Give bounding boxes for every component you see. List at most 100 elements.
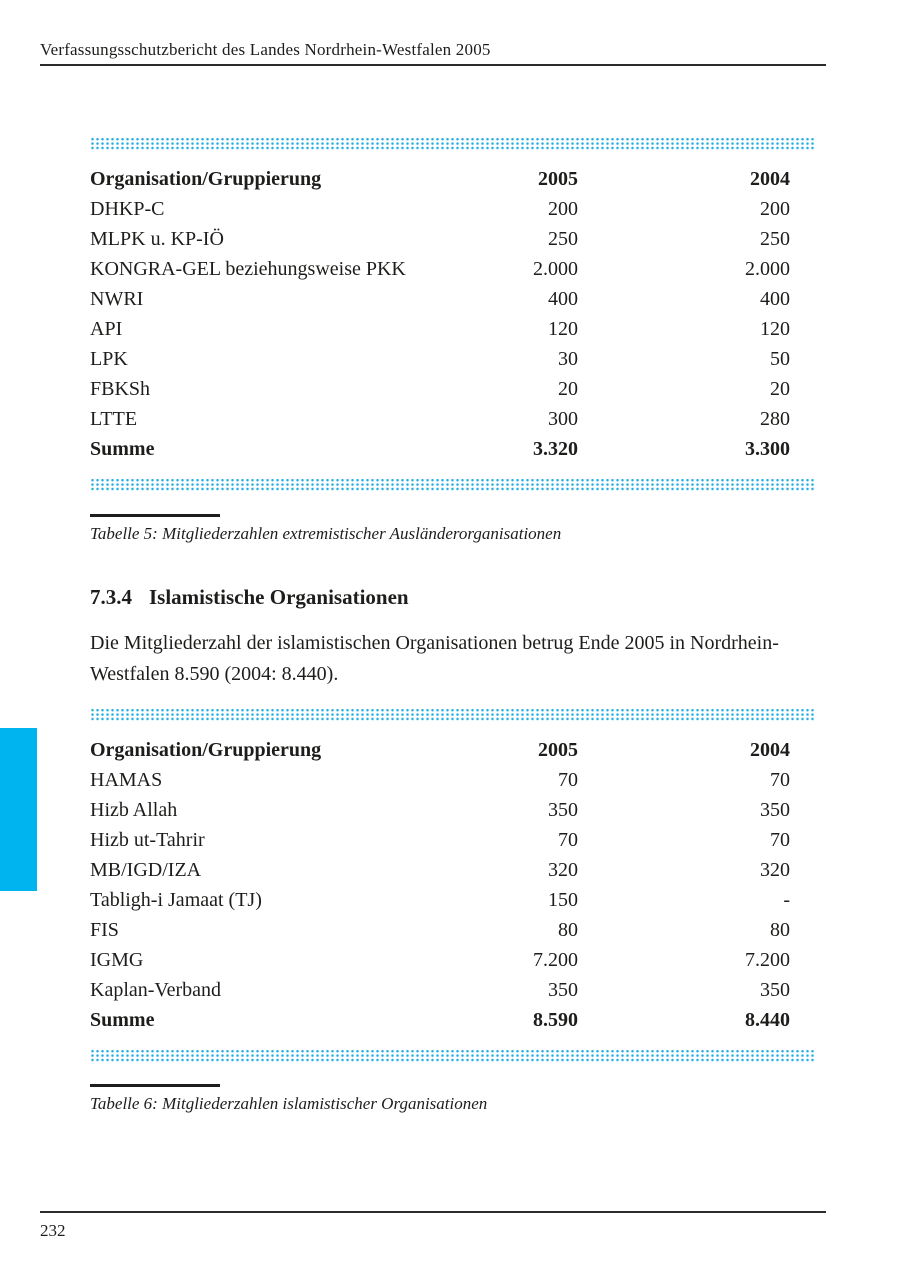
value-cell: 2.000	[533, 257, 578, 280]
column-header-organisation: Organisation/Gruppierung	[90, 738, 322, 761]
total-2004: 8.440	[745, 1008, 790, 1031]
value-cell: 70	[770, 768, 790, 791]
value-cell: 280	[760, 407, 790, 430]
value-cell: 200	[548, 197, 578, 220]
organisation-cell: FBKSh	[90, 377, 151, 400]
value-cell: 20	[558, 377, 578, 400]
value-cell: 50	[770, 347, 790, 370]
table-row: MLPK u. KP-IÖ 250 250	[90, 224, 815, 254]
organisation-cell: Hizb ut-Tahrir	[90, 828, 205, 851]
organisation-cell: DHKP-C	[90, 197, 165, 220]
total-2005: 3.320	[533, 437, 578, 460]
column-header-2005: 2005	[538, 167, 578, 190]
caption-rule	[90, 1084, 220, 1087]
value-cell: 30	[558, 347, 578, 370]
column-header-organisation: Organisation/Gruppierung	[90, 167, 322, 190]
table-row: API 120 120	[90, 314, 815, 344]
organisation-cell: NWRI	[90, 287, 144, 310]
table-rows: HAMAS 70 70 Hizb Allah 350 350 Hizb ut-Tahrir 7…	[90, 765, 815, 1005]
value-cell: 300	[548, 407, 578, 430]
footer-divider	[40, 1211, 826, 1213]
total-2004: 3.300	[745, 437, 790, 460]
table-body: Organisation/Gruppierung 2005 2004 DHKP-…	[90, 164, 815, 464]
value-cell: 320	[760, 858, 790, 881]
body-paragraph: Die Mitgliederzahl der islamistischen Or…	[90, 632, 779, 685]
table-row: Kaplan-Verband 350 350	[90, 975, 815, 1005]
page-number: 232	[40, 1221, 66, 1240]
running-header: Verfassungsschutzbericht des Landes Nord…	[40, 40, 491, 59]
section-marker-bar	[0, 728, 37, 891]
value-cell: 350	[760, 798, 790, 821]
value-cell: 80	[558, 918, 578, 941]
table-row: Hizb ut-Tahrir 70 70	[90, 825, 815, 855]
table-row: FBKSh 20 20	[90, 374, 815, 404]
table-islamist-orgs: Organisation/Gruppierung 2005 2004 HAMAS…	[90, 708, 815, 1062]
table-row: HAMAS 70 70	[90, 765, 815, 795]
value-cell: 70	[558, 768, 578, 791]
table-row: LPK 30 50	[90, 344, 815, 374]
organisation-cell: HAMAS	[90, 768, 163, 791]
value-cell: 350	[548, 978, 578, 1001]
value-cell: 320	[548, 858, 578, 881]
table-row: Hizb Allah 350 350	[90, 795, 815, 825]
value-cell: 120	[760, 317, 790, 340]
value-cell: 20	[770, 377, 790, 400]
column-header-2004: 2004	[750, 738, 790, 761]
section-title: Islamistische Organisationen	[149, 585, 409, 609]
organisation-cell: LPK	[90, 347, 128, 370]
total-2005: 8.590	[533, 1008, 578, 1031]
caption-rule	[90, 514, 220, 517]
total-label: Summe	[90, 437, 155, 460]
value-cell: 7.200	[533, 948, 578, 971]
table-row: LTTE 300 280	[90, 404, 815, 434]
value-cell: 120	[548, 317, 578, 340]
dotted-divider-top	[90, 137, 815, 150]
value-cell: 400	[548, 287, 578, 310]
value-cell: 350	[760, 978, 790, 1001]
section-heading: 7.3.4 Islamistische Organisationen	[90, 585, 409, 610]
organisation-cell: LTTE	[90, 407, 138, 430]
table-body: Organisation/Gruppierung 2005 2004 HAMAS…	[90, 735, 815, 1035]
organisation-cell: IGMG	[90, 948, 144, 971]
organisation-cell: Hizb Allah	[90, 798, 178, 821]
value-cell: 350	[548, 798, 578, 821]
table-rows: DHKP-C 200 200 MLPK u. KP-IÖ 250 250 KONGRA-GE…	[90, 194, 815, 434]
organisation-cell: KONGRA-GEL beziehungsweise PKK	[90, 257, 406, 280]
value-cell: 150	[548, 888, 578, 911]
organisation-cell: Tabligh-i Jamaat (TJ)	[90, 888, 262, 911]
table5-caption: Tabelle 5: Mitgliederzahlen extremistisc…	[90, 524, 562, 543]
value-cell: 70	[558, 828, 578, 851]
table-total-row: Summe 8.590 8.440	[90, 1005, 815, 1035]
table-row: Tabligh-i Jamaat (TJ) 150 -	[90, 885, 815, 915]
table-row: KONGRA-GEL beziehungsweise PKK 2.000 2.000	[90, 254, 815, 284]
value-cell: 400	[760, 287, 790, 310]
value-cell: 250	[760, 227, 790, 250]
organisation-cell: MB/IGD/IZA	[90, 858, 202, 881]
organisation-cell: Kaplan-Verband	[90, 978, 222, 1001]
value-cell: 7.200	[745, 948, 790, 971]
table-row: IGMG 7.200 7.200	[90, 945, 815, 975]
table-total-row: Summe 3.320 3.300	[90, 434, 815, 464]
value-cell: 80	[770, 918, 790, 941]
table-row: DHKP-C 200 200	[90, 194, 815, 224]
value-cell: 70	[770, 828, 790, 851]
table-row: NWRI 400 400	[90, 284, 815, 314]
value-cell: 250	[548, 227, 578, 250]
organisation-cell: FIS	[90, 918, 119, 941]
table-extremist-orgs: Organisation/Gruppierung 2005 2004 DHKP-…	[90, 137, 815, 491]
dotted-divider-top	[90, 708, 815, 721]
organisation-cell: API	[90, 317, 123, 340]
header-divider	[40, 64, 826, 66]
table6-caption: Tabelle 6: Mitgliederzahlen islamistisch…	[90, 1094, 488, 1113]
table-row: MB/IGD/IZA 320 320	[90, 855, 815, 885]
table-row: FIS 80 80	[90, 915, 815, 945]
dotted-divider-bottom	[90, 1049, 815, 1062]
table-header-row: Organisation/Gruppierung 2005 2004	[90, 164, 815, 194]
section-number: 7.3.4	[90, 585, 132, 609]
value-cell: 200	[760, 197, 790, 220]
total-label: Summe	[90, 1008, 155, 1031]
table-header-row: Organisation/Gruppierung 2005 2004	[90, 735, 815, 765]
column-header-2004: 2004	[750, 167, 790, 190]
column-header-2005: 2005	[538, 738, 578, 761]
